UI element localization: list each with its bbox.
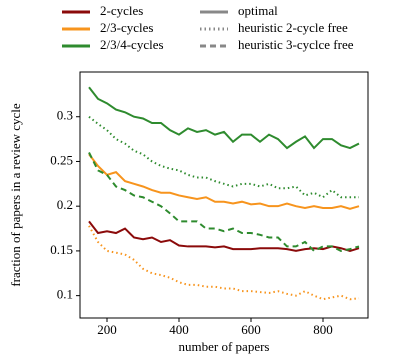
y-tick-label: 0.2: [57, 197, 73, 212]
x-axis-label: number of papers: [179, 339, 270, 354]
series-line: [88, 86, 360, 150]
plot-frame: [79, 71, 369, 319]
series-line: [88, 115, 359, 199]
y-tick-label: 0.3: [57, 108, 73, 123]
y-tick-label: 0.1: [57, 287, 73, 302]
legend-label: 2/3-cycles: [100, 20, 153, 35]
x-tick-label: 600: [241, 322, 261, 337]
legend-label: heuristic 2-cycle free: [238, 20, 348, 35]
x-tick-label: 200: [97, 322, 117, 337]
y-axis-label: fraction of papers in a review cycle: [8, 103, 23, 287]
y-tick-label: 0.15: [50, 242, 73, 257]
x-tick-label: 400: [169, 322, 189, 337]
legend-label: optimal: [238, 3, 278, 18]
legend-label: 2-cycles: [100, 3, 143, 18]
legend-label: heuristic 3-cyclce free: [238, 37, 354, 52]
series-line: [88, 152, 360, 253]
series-line: [88, 225, 360, 301]
legend-label: 2/3/4-cycles: [100, 37, 164, 52]
x-tick-label: 800: [313, 322, 333, 337]
y-tick-label: 0.25: [50, 152, 73, 167]
series-line: [88, 220, 360, 252]
series-line: [88, 153, 360, 210]
